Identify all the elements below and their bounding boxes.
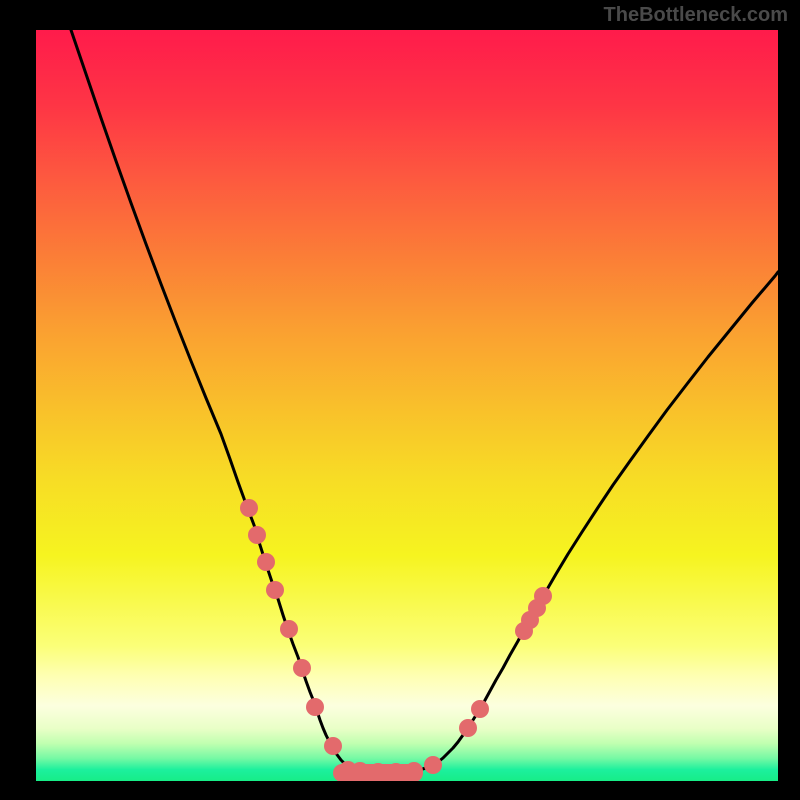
- marker-dot: [405, 762, 423, 780]
- marker-dot: [257, 553, 275, 571]
- watermark-text: TheBottleneck.com: [604, 4, 788, 27]
- marker-dot: [459, 719, 477, 737]
- marker-dot: [351, 762, 369, 780]
- marker-dot: [369, 763, 387, 781]
- marker-dot: [266, 581, 284, 599]
- marker-dot: [306, 698, 324, 716]
- marker-dot: [240, 499, 258, 517]
- bottleneck-chart: [0, 0, 800, 800]
- marker-dot: [248, 526, 266, 544]
- marker-dot: [324, 737, 342, 755]
- marker-dot: [293, 659, 311, 677]
- marker-dot: [280, 620, 298, 638]
- marker-dot: [424, 756, 442, 774]
- chart-plot-background: [36, 30, 778, 781]
- marker-dot: [534, 587, 552, 605]
- marker-dot: [387, 763, 405, 781]
- marker-dot: [471, 700, 489, 718]
